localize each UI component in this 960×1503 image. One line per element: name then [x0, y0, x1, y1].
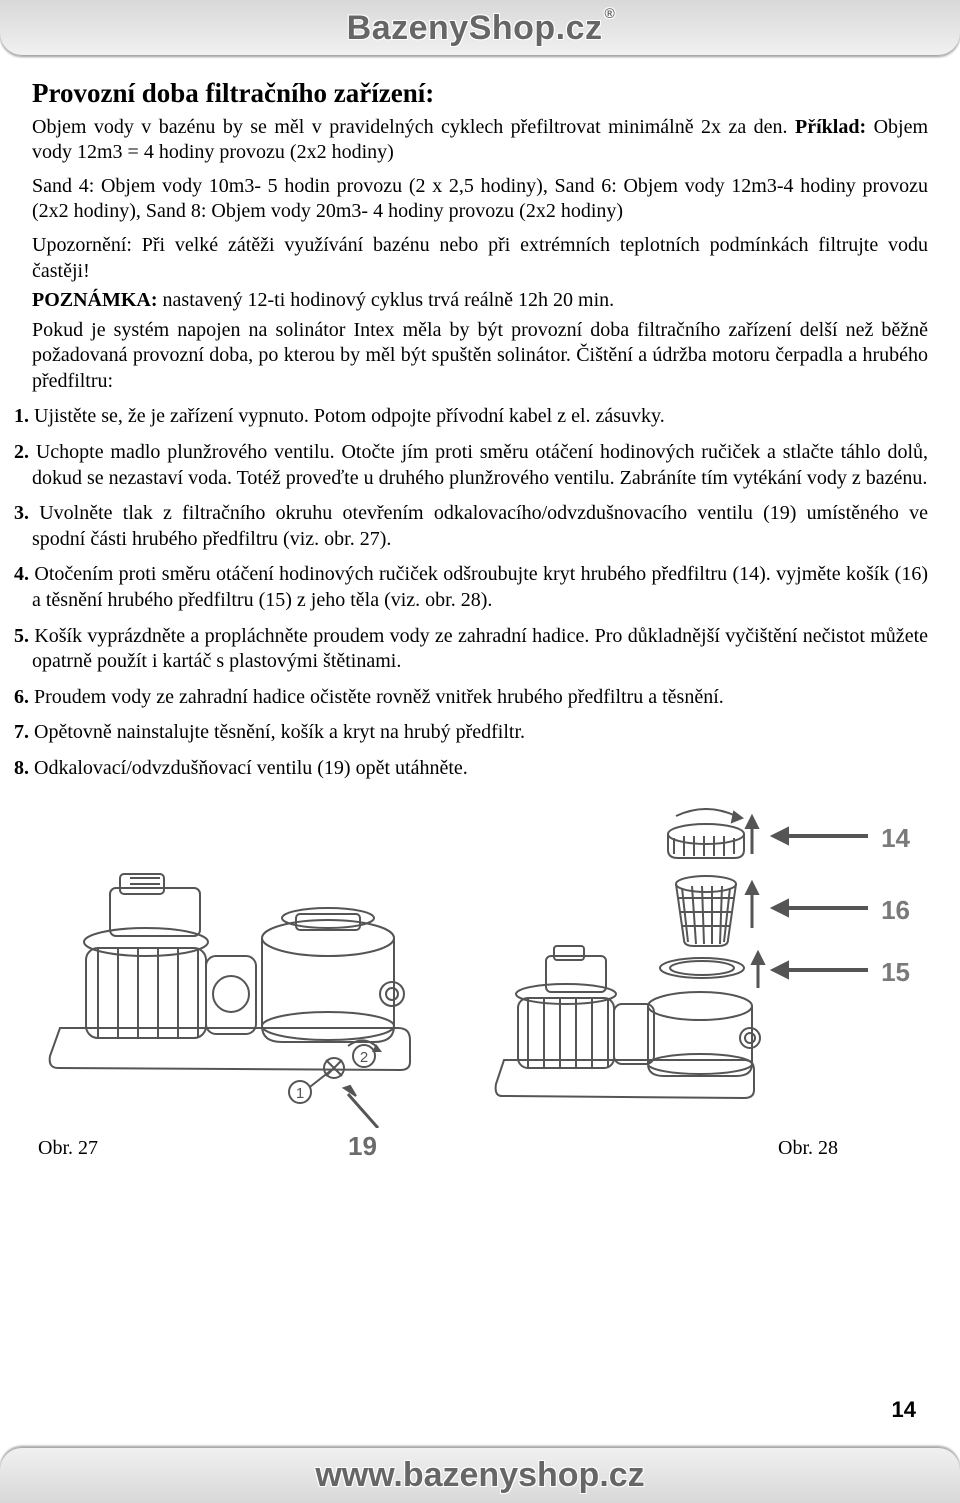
figure-28-caption: Obr. 28 [488, 1136, 928, 1162]
footer-url: www.bazenyshop.cz [315, 1456, 644, 1495]
brand-text: BazenyShop.cz [347, 9, 603, 47]
figures-row: 1 2 Obr. 27 19 [32, 808, 928, 1162]
figure-27-diagram: 1 2 [38, 838, 458, 1128]
poznamka-paragraph: POZNÁMKA: nastavený 12-ti hodinový cyklu… [32, 288, 928, 314]
poznamka-label: POZNÁMKA: [32, 289, 158, 311]
upozorneni-paragraph: Upozornění: Při velké zátěži využívání b… [32, 233, 928, 284]
registered-mark: ® [605, 5, 616, 21]
callout-15: 15 [881, 956, 910, 989]
step-num-2: 2. [14, 441, 29, 463]
figure-27-label-19: 19 [348, 1130, 377, 1163]
figure-27-caption: Obr. 27 [38, 1136, 458, 1162]
step-3: 3. Uvolněte tlak z filtračního okruhu ot… [32, 501, 928, 552]
page-content: Provozní doba filtračního zařízení: Obje… [0, 56, 960, 1161]
step-8: 8. Odkalovací/odvzdušňovací ventilu (19)… [32, 756, 928, 782]
step-num-5: 5. [14, 625, 29, 647]
page-number: 14 [892, 1397, 916, 1423]
step-num-6: 6. [14, 686, 29, 708]
header-band: BazenyShop.cz® [0, 0, 960, 56]
intro-text-1: Objem vody v bazénu by se měl v pravidel… [32, 116, 795, 138]
pokud-paragraph: Pokud je systém napojen na solinátor Int… [32, 318, 928, 395]
poznamka-text: nastavený 12-ti hodinový cyklus trvá reá… [158, 289, 615, 311]
step-num-1: 1. [14, 405, 29, 427]
step-text-2: Uchopte madlo plunžrového ventilu. Otočt… [32, 441, 928, 489]
steps-list: 1. Ujistěte se, že je zařízení vypnuto. … [32, 404, 928, 781]
svg-text:2: 2 [360, 1049, 368, 1066]
figure-28: Obr. 28 14 16 15 [488, 808, 928, 1162]
step-6: 6. Proudem vody ze zahradní hadice očist… [32, 685, 928, 711]
step-num-7: 7. [14, 721, 29, 743]
step-text-8: Odkalovací/odvzdušňovací ventilu (19) op… [34, 757, 468, 779]
intro-paragraph: Objem vody v bazénu by se měl v pravidel… [32, 115, 928, 166]
sand-examples: Sand 4: Objem vody 10m3- 5 hodin provozu… [32, 174, 928, 225]
step-2: 2. Uchopte madlo plunžrového ventilu. Ot… [32, 440, 928, 491]
figure-28-diagram [488, 808, 928, 1128]
figure-27: 1 2 Obr. 27 19 [38, 838, 458, 1162]
intro-bold-priklad: Příklad: [795, 116, 866, 138]
step-text-7: Opětovně nainstalujte těsnění, košík a k… [34, 721, 525, 743]
section-title: Provozní doba filtračního zařízení: [32, 76, 928, 111]
step-1: 1. Ujistěte se, že je zařízení vypnuto. … [32, 404, 928, 430]
callout-14: 14 [881, 822, 910, 855]
step-text-5: Košík vyprázdněte a propláchněte proudem… [32, 625, 928, 673]
step-text-6: Proudem vody ze zahradní hadice očistěte… [34, 686, 724, 708]
callout-16: 16 [881, 894, 910, 927]
step-7: 7. Opětovně nainstalujte těsnění, košík … [32, 720, 928, 746]
brand-logo: BazenyShop.cz® [347, 9, 614, 48]
step-text-4: Otočením proti směru otáčení hodinových … [32, 563, 928, 611]
step-text-3: Uvolněte tlak z filtračního okruhu otevř… [32, 502, 928, 550]
step-num-4: 4. [14, 563, 29, 585]
step-num-8: 8. [14, 757, 29, 779]
step-5: 5. Košík vyprázdněte a propláchněte prou… [32, 624, 928, 675]
footer-band: www.bazenyshop.cz [0, 1447, 960, 1503]
step-num-3: 3. [14, 502, 29, 524]
step-text-1: Ujistěte se, že je zařízení vypnuto. Pot… [34, 405, 665, 427]
svg-text:1: 1 [296, 1085, 304, 1102]
step-4: 4. Otočením proti směru otáčení hodinový… [32, 562, 928, 613]
